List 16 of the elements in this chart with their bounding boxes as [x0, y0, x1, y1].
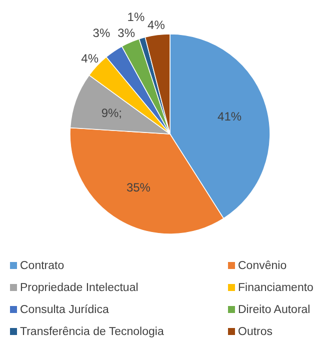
legend-label: Financiamento	[238, 282, 314, 294]
legend-label: Propriedade Intelectual	[20, 282, 138, 294]
data-label: 4%	[81, 52, 99, 66]
legend-label: Transferência de Tecnologia	[20, 326, 164, 338]
legend-label: Consulta Jurídica	[20, 304, 110, 316]
data-label: 9%;	[101, 106, 122, 120]
data-label: 41%	[218, 110, 242, 124]
legend-label: Convênio	[238, 260, 287, 272]
data-label: 3%	[92, 26, 110, 40]
data-label: 3%	[118, 26, 136, 40]
legend-label: Direito Autoral	[238, 304, 310, 316]
data-label: 1%	[127, 10, 145, 24]
legend-label: Contrato	[20, 260, 64, 272]
data-label: 35%	[126, 180, 151, 194]
legend-label: Outros	[238, 326, 273, 338]
data-label: 4%	[148, 18, 166, 32]
